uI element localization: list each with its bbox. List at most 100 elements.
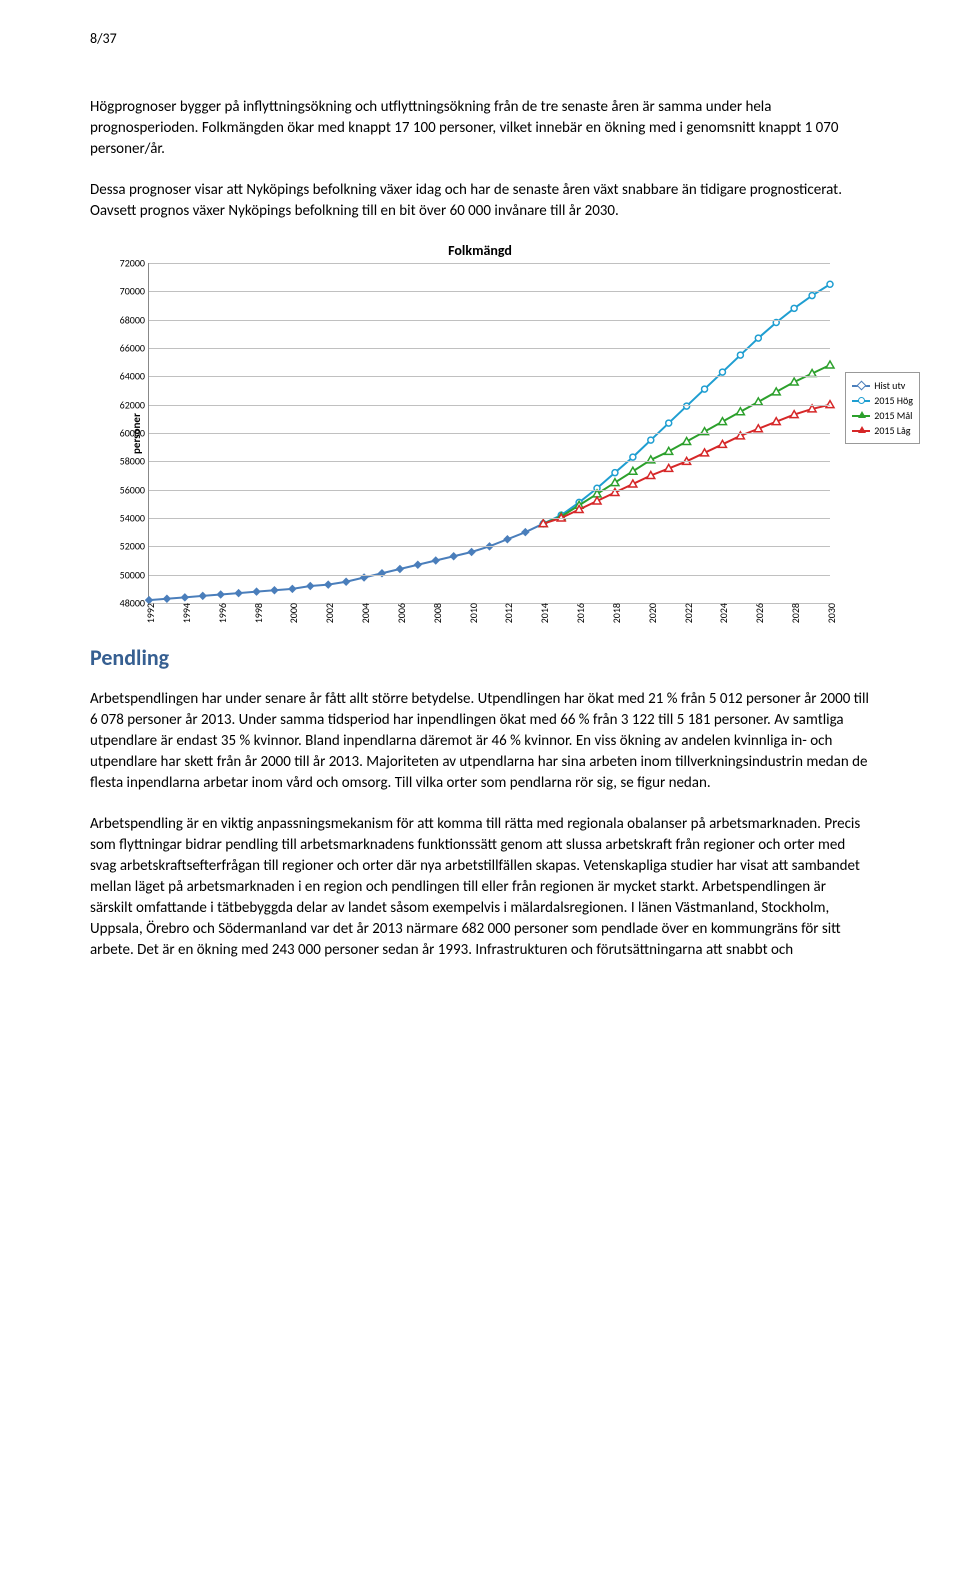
chart-ytick-label: 66000	[120, 342, 149, 355]
paragraph-3: Arbetspendlingen har under senare år fåt…	[90, 689, 870, 794]
chart-marker	[827, 281, 833, 287]
chart-marker	[629, 480, 637, 487]
chart-marker	[181, 593, 189, 601]
chart-marker	[719, 369, 725, 375]
chart-marker	[467, 548, 475, 556]
legend-label: Hist utv	[874, 379, 905, 392]
chart-ytick-label: 60000	[120, 427, 149, 440]
chart-marker	[252, 587, 260, 595]
chart-xtick-label: 1996	[216, 603, 229, 627]
chart-ytick-label: 64000	[120, 370, 149, 383]
chart-marker	[683, 438, 691, 445]
chart-gridline	[149, 433, 830, 434]
chart-xtick-label: 1994	[180, 603, 193, 627]
paragraph-2: Dessa prognoser visar att Nyköpings befo…	[90, 180, 870, 222]
chart-marker	[648, 437, 654, 443]
chart-legend: Hist utv 2015 Hög 2015 Mål 2015 Låg	[845, 372, 920, 444]
chart-ytick-label: 72000	[120, 257, 149, 270]
chart-gridline	[149, 263, 830, 264]
chart-marker	[234, 589, 242, 597]
chart-marker	[809, 293, 815, 299]
chart-gridline	[149, 405, 830, 406]
chart-xtick-label: 2028	[789, 603, 802, 627]
chart-xtick-label: 2020	[646, 603, 659, 627]
chart-marker	[396, 565, 404, 573]
chart-marker	[826, 361, 834, 368]
paragraph-4: Arbetspendling är en viktig anpassningsm…	[90, 814, 870, 961]
chart-xtick-label: 2012	[502, 603, 515, 627]
chart-marker	[791, 305, 797, 311]
chart-marker	[772, 418, 780, 425]
chart-marker	[755, 335, 761, 341]
chart-plot-area: 4800050000520005400056000580006000062000…	[148, 263, 830, 604]
legend-label: 2015 Hög	[874, 394, 913, 407]
chart-xtick-label: 2018	[610, 603, 623, 627]
folkmangd-chart: Folkmängd personer 480005000052000540005…	[130, 242, 830, 604]
chart-xtick-label: 2016	[574, 603, 587, 627]
paragraph-1: Högprognoser bygger på inflyttningsöknin…	[90, 97, 870, 160]
legend-swatch	[852, 430, 870, 432]
chart-marker	[163, 595, 171, 603]
chart-gridline	[149, 320, 830, 321]
chart-xtick-label: 2000	[287, 603, 300, 627]
chart-marker	[449, 552, 457, 560]
chart-ytick-label: 58000	[120, 455, 149, 468]
chart-gridline	[149, 291, 830, 292]
chart-marker	[665, 464, 673, 471]
chart-marker	[754, 425, 762, 432]
chart-marker	[666, 420, 672, 426]
legend-swatch	[852, 400, 870, 402]
chart-marker	[342, 578, 350, 586]
chart-marker	[718, 440, 726, 447]
chart-marker	[736, 408, 744, 415]
chart-marker	[612, 470, 618, 476]
chart-gridline	[149, 490, 830, 491]
chart-marker	[772, 388, 780, 395]
chart-gridline	[149, 546, 830, 547]
legend-swatch	[852, 415, 870, 417]
chart-xtick-label: 2022	[682, 603, 695, 627]
chart-xtick-label: 2010	[467, 603, 480, 627]
chart-xtick-label: 1998	[252, 603, 265, 627]
chart-marker	[808, 405, 816, 412]
chart-marker	[503, 535, 511, 543]
chart-marker	[414, 561, 422, 569]
chart-xtick-label: 2030	[825, 603, 838, 627]
chart-gridline	[149, 575, 830, 576]
chart-marker	[665, 447, 673, 454]
chart-marker	[539, 520, 547, 527]
chart-marker	[737, 352, 743, 358]
chart-xtick-label: 1992	[144, 603, 157, 627]
chart-xtick-label: 2026	[753, 603, 766, 627]
chart-gridline	[149, 376, 830, 377]
page-number: 8/37	[90, 30, 870, 47]
legend-label: 2015 Mål	[874, 409, 912, 422]
chart-marker	[521, 528, 529, 536]
chart-marker	[702, 386, 708, 392]
chart-ytick-label: 68000	[120, 313, 149, 326]
chart-marker	[431, 556, 439, 564]
chart-gridline	[149, 348, 830, 349]
chart-marker	[790, 378, 798, 385]
chart-plot-wrap: 4800050000520005400056000580006000062000…	[148, 263, 830, 604]
legend-swatch	[852, 385, 870, 387]
chart-ytick-label: 54000	[120, 512, 149, 525]
chart-ytick-label: 56000	[120, 483, 149, 496]
chart-ytick-label: 52000	[120, 540, 149, 553]
chart-marker	[701, 449, 709, 456]
heading-pendling: Pendling	[90, 644, 870, 671]
chart-ytick-label: 70000	[120, 285, 149, 298]
chart-marker	[790, 411, 798, 418]
chart-xtick-label: 2002	[323, 603, 336, 627]
chart-marker	[593, 497, 601, 504]
chart-marker	[647, 472, 655, 479]
chart-title: Folkmängd	[130, 242, 830, 259]
legend-row: 2015 Hög	[852, 394, 913, 407]
chart-xtick-label: 2006	[395, 603, 408, 627]
chart-marker	[270, 586, 278, 594]
chart-marker	[288, 585, 296, 593]
chart-xtick-label: 2014	[538, 603, 551, 627]
chart-gridline	[149, 518, 830, 519]
legend-row: 2015 Låg	[852, 424, 913, 437]
chart-marker	[216, 590, 224, 598]
